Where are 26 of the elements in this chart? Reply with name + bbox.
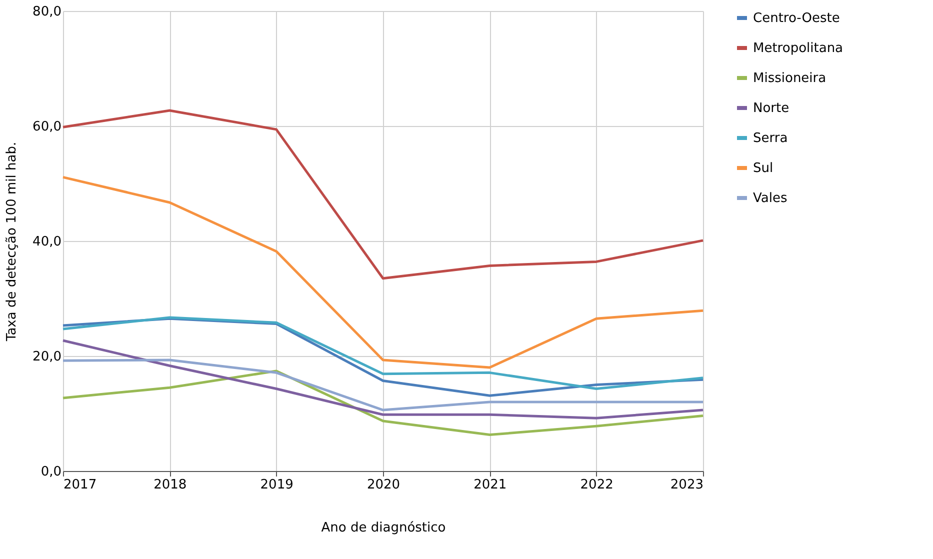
y-tick-label: 40,0 [32,234,62,250]
legend-label: Metropolitana [753,41,844,56]
line-series [62,358,704,412]
x-tick-label: 2023 [670,478,704,492]
legend-label: Sul [753,161,774,176]
y-tick-label: 0,0 [40,464,62,480]
x-tick-label: 2018 [154,478,187,492]
y-tick-label: 80,0 [32,4,62,20]
legend-label: Missioneira [753,71,826,86]
x-tick-label: 2017 [64,478,97,492]
y-axis-title: Taxa de detecção 100 mil hab. [4,142,20,342]
x-tick-label: 2022 [580,478,614,492]
line-series [62,176,704,369]
x-tick-label: 2021 [474,478,507,492]
line-series [62,109,704,280]
legend-label: Norte [753,101,790,116]
legend-label: Vales [753,191,788,206]
y-tick-label: 20,0 [32,350,62,364]
x-tick-label: 2020 [366,478,400,492]
line-series [62,370,704,436]
y-tick-label: 60,0 [32,120,62,134]
line-series [62,339,704,420]
legend-label: Centro-Oeste [753,11,840,26]
x-axis-title: Ano de diagnóstico [321,520,446,536]
x-tick-label: 2019 [260,478,294,492]
legend-label: Serra [753,131,788,146]
